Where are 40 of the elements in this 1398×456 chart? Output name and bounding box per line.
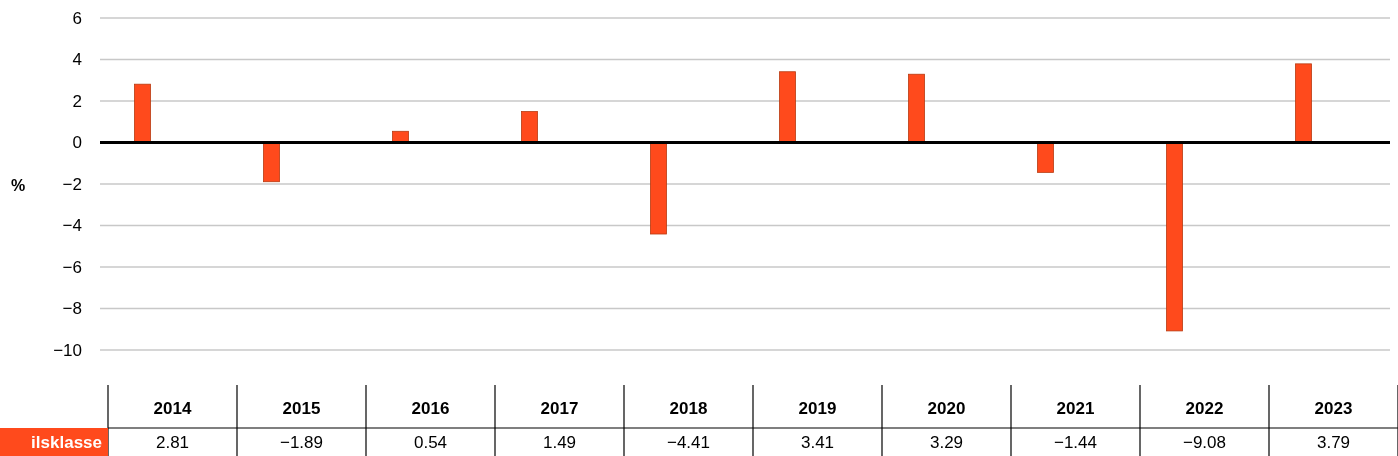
y-tick-label: 2 bbox=[72, 91, 82, 111]
y-tick-label: −2 bbox=[62, 174, 82, 194]
bar bbox=[779, 71, 796, 143]
y-tick-label: −6 bbox=[62, 257, 82, 277]
x-tick-label: 2015 bbox=[282, 399, 321, 419]
bar bbox=[1037, 142, 1054, 173]
x-tick-label: 2016 bbox=[411, 399, 450, 419]
x-tick-label: 2022 bbox=[1185, 399, 1224, 419]
data-label: 3.41 bbox=[800, 432, 835, 452]
data-label: 0.54 bbox=[413, 432, 448, 452]
data-label: −9.08 bbox=[1182, 432, 1227, 452]
y-axis-title: % bbox=[10, 176, 26, 194]
x-tick-label: 2018 bbox=[669, 399, 708, 419]
bar bbox=[134, 83, 151, 143]
data-label: −1.44 bbox=[1053, 432, 1098, 452]
data-label: 1.49 bbox=[542, 432, 577, 452]
x-tick-label: 2017 bbox=[540, 399, 579, 419]
y-tick-label: −10 bbox=[53, 340, 82, 360]
bar bbox=[521, 111, 538, 143]
x-tick-label: 2021 bbox=[1056, 399, 1095, 419]
bar bbox=[263, 142, 280, 183]
data-label: 3.79 bbox=[1316, 432, 1351, 452]
bar bbox=[908, 73, 925, 143]
data-label: 2.81 bbox=[155, 432, 190, 452]
bar bbox=[650, 142, 667, 235]
y-tick-label: 4 bbox=[72, 50, 82, 70]
text: ilsklasse bbox=[31, 432, 102, 452]
data-label: −4.41 bbox=[666, 432, 711, 452]
x-tick-label: 2023 bbox=[1314, 399, 1353, 419]
x-tick-label: 2019 bbox=[798, 399, 837, 419]
bar bbox=[1166, 142, 1183, 332]
y-tick-label: −8 bbox=[62, 299, 82, 319]
y-tick-label: 0 bbox=[72, 133, 82, 153]
data-label: −1.89 bbox=[279, 432, 324, 452]
y-tick-label: −4 bbox=[62, 216, 82, 236]
bar bbox=[1295, 63, 1312, 143]
x-tick-label: 2014 bbox=[153, 399, 192, 419]
x-tick-label: 2020 bbox=[927, 399, 966, 419]
y-tick-label: 6 bbox=[72, 8, 82, 28]
data-label: 3.29 bbox=[929, 432, 964, 452]
